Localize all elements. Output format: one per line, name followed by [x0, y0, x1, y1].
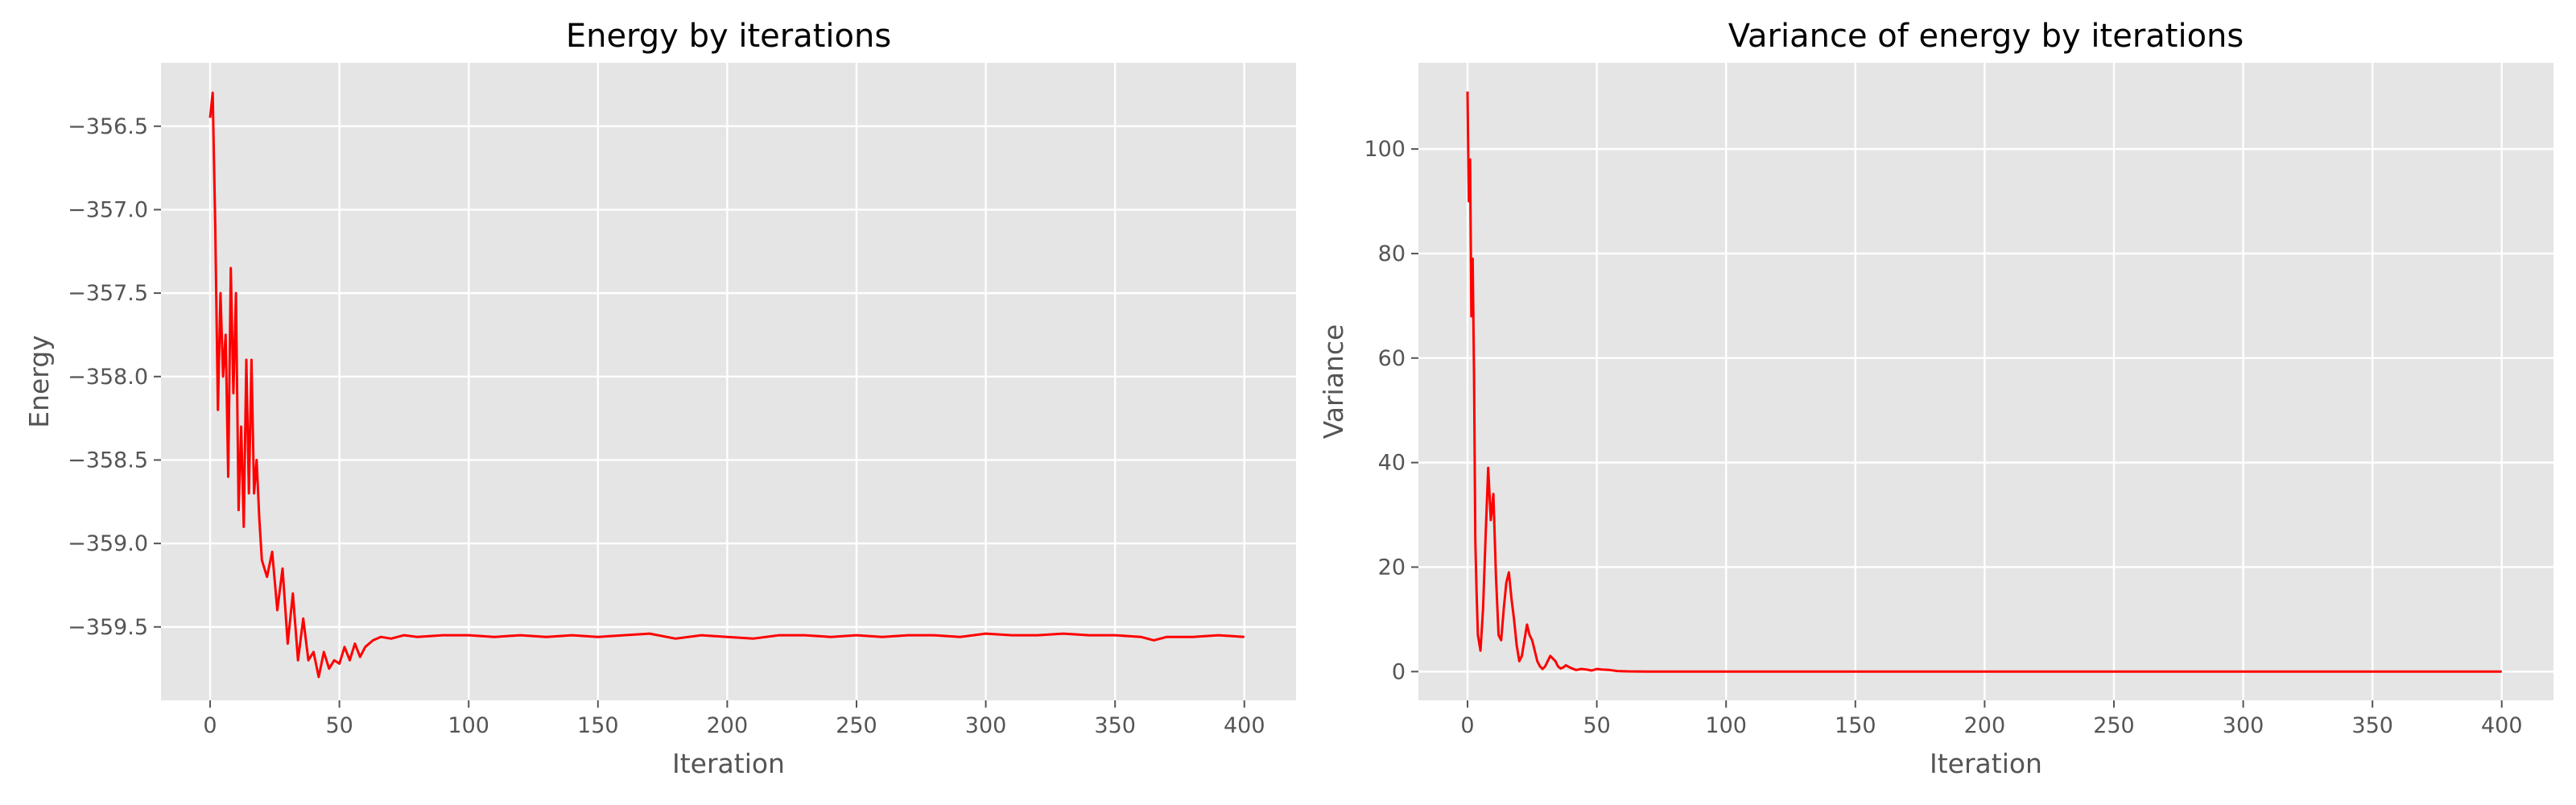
variance-x-tick-label: 150: [1835, 713, 1876, 738]
energy-plot-area: [161, 63, 1296, 700]
variance-series-line: [1466, 91, 2502, 673]
energy-y-axis-label: Energy: [23, 335, 55, 428]
variance-y-tick-label: 60: [1378, 346, 1406, 371]
energy-ticks: 0 50 100 150 200 250 300 350 400 −359.5 −359.0 −358…: [68, 114, 1265, 738]
variance-x-tick-label: 350: [2351, 713, 2393, 738]
variance-y-tick-label: 0: [1392, 659, 1406, 684]
energy-x-tick-label: 350: [1094, 713, 1136, 738]
variance-y-axis-label: Variance: [1318, 324, 1349, 440]
energy-chart-title: Energy by iterations: [566, 18, 891, 55]
variance-chart: 0 50 100 150 200 250 300 350 400 0 20 40 60 80 100 Var…: [1318, 18, 2553, 779]
variance-grid: [1418, 63, 2553, 700]
variance-y-tick-label: 20: [1378, 555, 1406, 580]
energy-y-tick-label: −357.0: [68, 197, 148, 222]
variance-x-tick-label: 100: [1705, 713, 1747, 738]
energy-grid: [161, 63, 1296, 700]
energy-series-line: [208, 91, 1245, 679]
variance-x-tick-label: 50: [1583, 713, 1610, 738]
energy-x-tick-label: 400: [1224, 713, 1265, 738]
variance-x-axis-label: Iteration: [1930, 748, 2042, 779]
energy-y-tick-label: −358.5: [68, 448, 148, 473]
energy-series: [208, 91, 1245, 679]
energy-x-tick-label: 100: [448, 713, 489, 738]
variance-plot-area: [1418, 63, 2553, 700]
variance-x-tick-label: 300: [2223, 713, 2264, 738]
energy-x-tick-label: 300: [965, 713, 1007, 738]
variance-y-tick-label: 80: [1378, 242, 1406, 266]
energy-y-tick-label: −356.5: [68, 114, 148, 139]
variance-chart-title: Variance of energy by iterations: [1728, 18, 2244, 55]
variance-ticks: 0 50 100 150 200 250 300 350 400 0 20 40 60 80 100: [1364, 137, 2522, 738]
energy-y-tick-label: −357.5: [68, 281, 148, 306]
variance-y-tick-label: 40: [1378, 451, 1406, 476]
energy-y-tick-label: −359.0: [68, 531, 148, 556]
energy-x-axis-label: Iteration: [672, 748, 785, 779]
variance-series: [1466, 91, 2502, 673]
variance-x-tick-label: 0: [1460, 713, 1474, 738]
energy-chart: 0 50 100 150 200 250 300 350 400 −359.5 −359.0 −358…: [23, 18, 1296, 779]
energy-x-tick-label: 250: [836, 713, 877, 738]
energy-x-tick-label: 0: [203, 713, 217, 738]
variance-x-tick-label: 400: [2481, 713, 2523, 738]
energy-x-tick-label: 200: [707, 713, 749, 738]
variance-x-tick-label: 250: [2093, 713, 2135, 738]
variance-x-tick-label: 200: [1964, 713, 2006, 738]
energy-y-tick-label: −359.5: [68, 615, 148, 640]
energy-x-tick-label: 150: [577, 713, 619, 738]
variance-y-tick-label: 100: [1364, 137, 1406, 162]
energy-x-tick-label: 50: [325, 713, 353, 738]
energy-y-tick-label: −358.0: [68, 365, 148, 390]
